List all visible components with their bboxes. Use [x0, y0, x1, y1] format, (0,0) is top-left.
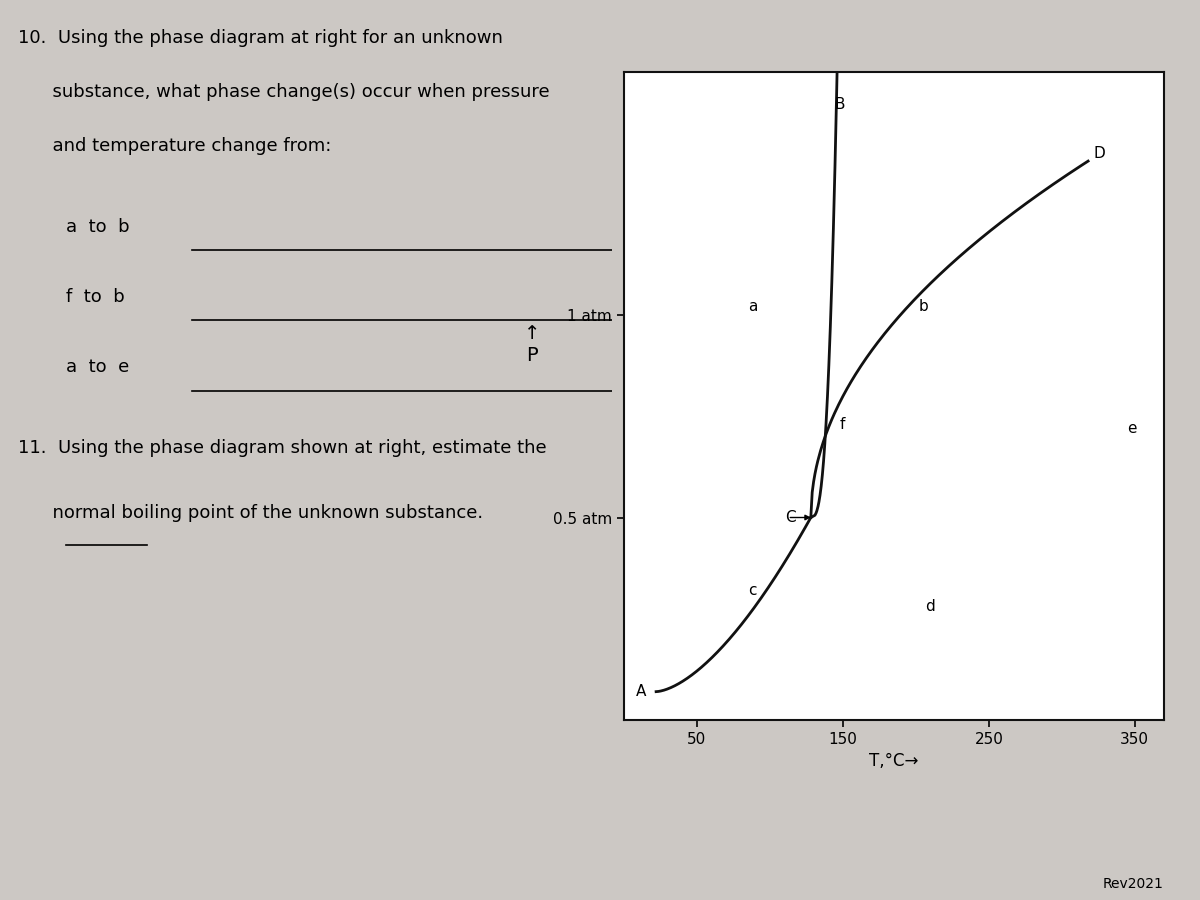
Text: f  to  b: f to b: [66, 288, 125, 306]
Text: C: C: [786, 510, 797, 525]
Text: D: D: [1094, 146, 1105, 160]
Text: a  to  b: a to b: [66, 218, 130, 236]
Text: e: e: [1128, 421, 1138, 436]
Text: A: A: [636, 684, 646, 699]
Text: b: b: [918, 300, 928, 314]
Text: d: d: [925, 599, 935, 614]
Text: substance, what phase change(s) occur when pressure: substance, what phase change(s) occur wh…: [18, 83, 550, 101]
Text: a: a: [748, 300, 757, 314]
Text: B: B: [835, 97, 845, 112]
Text: a  to  e: a to e: [66, 358, 130, 376]
Text: normal boiling point of the unknown substance.: normal boiling point of the unknown subs…: [18, 504, 484, 522]
Text: ↑
P: ↑ P: [524, 324, 540, 365]
Text: and temperature change from:: and temperature change from:: [18, 137, 331, 155]
Text: Rev2021: Rev2021: [1103, 877, 1164, 891]
X-axis label: T,°C→: T,°C→: [869, 752, 919, 770]
Text: c: c: [748, 583, 757, 598]
Text: 10.  Using the phase diagram at right for an unknown: 10. Using the phase diagram at right for…: [18, 29, 503, 47]
Text: f: f: [840, 417, 845, 432]
Text: 11.  Using the phase diagram shown at right, estimate the: 11. Using the phase diagram shown at rig…: [18, 439, 547, 457]
